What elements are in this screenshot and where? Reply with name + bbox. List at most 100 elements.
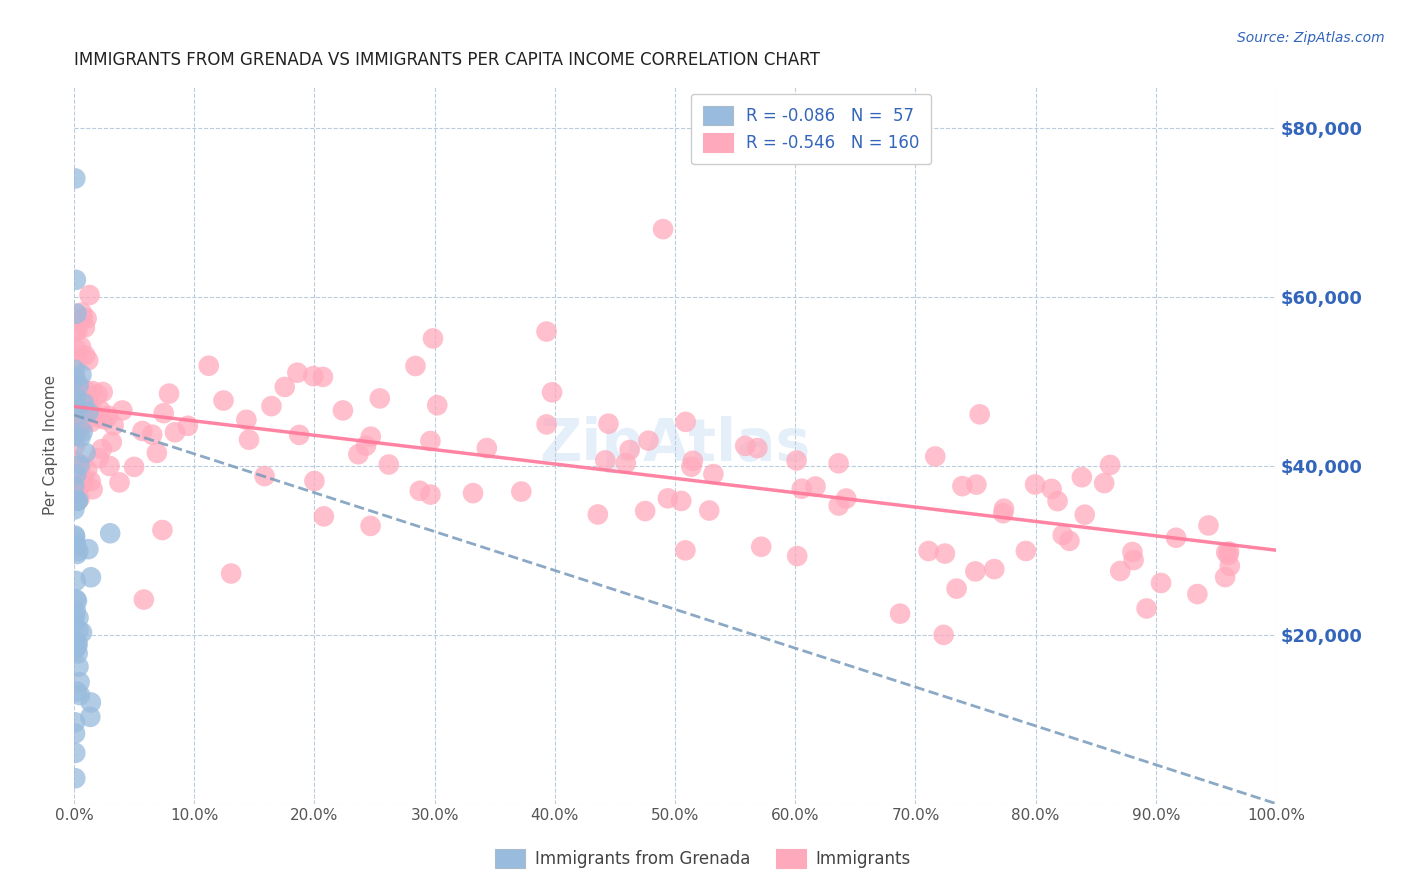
- Point: [82, 384, 104, 398]
- Point: [66, 351, 89, 366]
- Point: [66, 493, 89, 508]
- Point: [101, 435, 124, 450]
- Point: [1052, 528, 1074, 542]
- Point: [1187, 587, 1209, 601]
- Point: [82, 402, 104, 417]
- Point: [253, 469, 276, 483]
- Point: [122, 459, 145, 474]
- Point: [969, 407, 991, 421]
- Point: [67, 416, 90, 430]
- Point: [63, 644, 86, 658]
- Point: [73, 404, 96, 418]
- Point: [965, 565, 987, 579]
- Point: [77, 405, 100, 419]
- Point: [697, 503, 720, 517]
- Point: [65, 371, 87, 385]
- Point: [404, 359, 426, 373]
- Point: [304, 474, 326, 488]
- Point: [65, 324, 87, 338]
- Point: [65, 273, 87, 287]
- Point: [66, 547, 89, 561]
- Point: [63, 502, 86, 516]
- Point: [66, 684, 89, 698]
- Point: [79, 710, 101, 724]
- Point: [786, 549, 808, 563]
- Point: [1024, 477, 1046, 491]
- Point: [475, 441, 498, 455]
- Point: [614, 456, 637, 470]
- Point: [197, 359, 219, 373]
- Legend: Immigrants from Grenada, Immigrants: Immigrants from Grenada, Immigrants: [488, 842, 918, 875]
- Point: [749, 540, 772, 554]
- Point: [63, 528, 86, 542]
- Point: [212, 393, 235, 408]
- Point: [652, 222, 675, 236]
- Point: [65, 392, 87, 406]
- Point: [657, 491, 679, 506]
- Point: [426, 398, 449, 412]
- Point: [73, 417, 96, 431]
- Point: [1046, 494, 1069, 508]
- Point: [1109, 564, 1132, 578]
- Point: [66, 635, 89, 649]
- Point: [103, 418, 125, 433]
- Point: [70, 458, 93, 472]
- Point: [950, 479, 973, 493]
- Point: [91, 385, 114, 400]
- Point: [378, 458, 401, 472]
- Point: [993, 506, 1015, 520]
- Point: [702, 467, 724, 482]
- Point: [98, 458, 121, 473]
- Point: [983, 562, 1005, 576]
- Point: [1040, 482, 1063, 496]
- Point: [75, 384, 97, 398]
- Point: [63, 479, 86, 493]
- Point: [89, 403, 111, 417]
- Point: [1136, 601, 1159, 615]
- Point: [790, 482, 813, 496]
- Point: [108, 475, 131, 490]
- Point: [72, 310, 94, 325]
- Point: [111, 403, 134, 417]
- Point: [80, 415, 103, 429]
- Point: [1059, 533, 1081, 548]
- Point: [673, 543, 696, 558]
- Point: [675, 415, 697, 429]
- Point: [65, 772, 87, 786]
- Point: [77, 353, 100, 368]
- Point: [80, 475, 103, 489]
- Point: [65, 746, 87, 760]
- Point: [65, 467, 87, 482]
- Point: [409, 483, 432, 498]
- Point: [66, 411, 89, 425]
- Point: [87, 410, 110, 425]
- Point: [77, 542, 100, 557]
- Point: [177, 418, 200, 433]
- Point: [619, 442, 641, 457]
- Point: [72, 416, 94, 430]
- Text: ZipAtlas: ZipAtlas: [540, 416, 811, 473]
- Point: [73, 473, 96, 487]
- Point: [72, 425, 94, 439]
- Point: [461, 486, 484, 500]
- Point: [312, 509, 335, 524]
- Point: [419, 434, 441, 448]
- Point: [63, 371, 86, 385]
- Point: [70, 368, 93, 382]
- Point: [69, 675, 91, 690]
- Point: [65, 592, 87, 607]
- Point: [804, 479, 827, 493]
- Point: [368, 392, 391, 406]
- Point: [63, 530, 86, 544]
- Point: [595, 453, 617, 467]
- Point: [285, 366, 308, 380]
- Point: [80, 696, 103, 710]
- Point: [682, 454, 704, 468]
- Point: [66, 639, 89, 653]
- Point: [67, 378, 90, 392]
- Point: [67, 611, 90, 625]
- Point: [219, 566, 242, 581]
- Point: [70, 388, 93, 402]
- Point: [1121, 545, 1143, 559]
- Point: [67, 423, 90, 437]
